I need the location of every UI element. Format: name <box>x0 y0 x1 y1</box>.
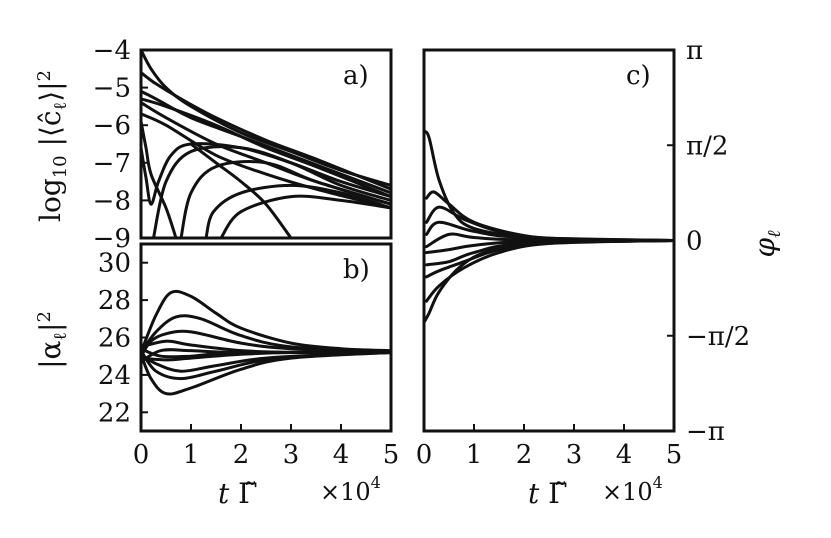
panel-b-curves <box>141 289 391 396</box>
panel-a-curves <box>141 50 391 238</box>
panel-b-x-ticks: 0 1 2 3 4 5 <box>133 424 400 470</box>
panel-c-label: c) <box>626 61 651 91</box>
y-tick-label: −5 <box>93 74 131 104</box>
panel-c-ylabel: φℓ <box>748 230 785 258</box>
x-tick-label: 0 <box>416 440 433 470</box>
y-tick-label: π/2 <box>686 131 728 161</box>
panel-a-ylabel: log10 |⟨ĉℓ⟩|2 <box>34 70 71 222</box>
x-tick-label: 4 <box>616 440 633 470</box>
panel-b-y-ticks: 22 24 26 28 30 <box>98 249 148 428</box>
panel-c-curves <box>424 129 674 324</box>
panel-b-x-exponent: ×104 <box>320 473 381 506</box>
panel-a-series-line-2 <box>141 71 391 191</box>
y-tick-label: 30 <box>98 249 131 279</box>
panel-c-xlabel: t Γ̃ <box>528 477 568 510</box>
panel-a-series-line-10 <box>179 160 391 238</box>
panel-a-frame <box>139 48 393 240</box>
x-tick-label: 3 <box>283 440 300 470</box>
x-tick-label: 5 <box>666 440 683 470</box>
y-tick-label: −9 <box>93 224 131 254</box>
panel-c-x-ticks: 0 1 2 3 4 5 <box>416 424 683 470</box>
panel-a: −9 −8 −7 −6 −5 −4 a) log10 |⟨ĉℓ⟩|2 <box>34 36 393 254</box>
panel-b-xlabel: t Γ̃ <box>218 477 258 510</box>
panel-a-series-line-13 <box>189 142 293 238</box>
y-tick-label: −π <box>686 417 725 447</box>
panel-a-series-line-12 <box>219 194 391 238</box>
panel-a-series-line-9 <box>152 145 391 238</box>
panel-c-x-exponent: ×104 <box>602 473 663 506</box>
x-tick-label: 3 <box>566 440 583 470</box>
y-tick-label: 28 <box>98 286 131 316</box>
x-tick-label: 1 <box>466 440 483 470</box>
x-tick-label: 0 <box>133 440 150 470</box>
y-tick-label: −4 <box>93 36 131 66</box>
panel-c-series-line-1 <box>424 129 674 242</box>
panel-a-series-line-4 <box>141 97 391 199</box>
y-tick-label: 22 <box>98 398 131 428</box>
panel-a-series-line-11 <box>204 183 391 238</box>
x-tick-label: 4 <box>333 440 350 470</box>
y-tick-label: 24 <box>98 361 131 391</box>
y-tick-label: −π/2 <box>686 322 750 352</box>
panel-c-y-ticks: −π −π/2 0 π/2 π <box>667 36 750 447</box>
x-tick-label: 2 <box>516 440 533 470</box>
panel-a-y-ticks: −9 −8 −7 −6 −5 −4 <box>93 36 148 254</box>
panel-a-series-line-6 <box>141 112 391 210</box>
panel-b-series-line-8 <box>141 351 391 396</box>
panel-c: −π −π/2 0 π/2 π 0 1 2 3 4 5 c) φℓ t Γ̃ ×104 <box>416 36 785 510</box>
panel-b-series-line-10 <box>141 348 391 364</box>
panel-c-series-line-10 <box>424 239 674 324</box>
x-tick-label: 2 <box>233 440 250 470</box>
x-tick-label: 1 <box>183 440 200 470</box>
panel-b-ylabel: |αℓ|2 <box>34 311 71 369</box>
y-tick-label: −8 <box>93 186 131 216</box>
y-tick-label: −7 <box>93 149 131 179</box>
panel-b-series-line-3 <box>141 329 391 358</box>
y-tick-label: 0 <box>686 227 703 257</box>
panel-b-series-line-1 <box>141 289 391 354</box>
panel-a-series-line-7 <box>141 142 391 206</box>
panel-c-series-line-2 <box>425 190 674 242</box>
y-tick-label: 26 <box>98 324 131 354</box>
panel-a-label: a) <box>343 61 369 91</box>
panel-c-series-line-9 <box>425 239 674 303</box>
y-tick-label: −6 <box>93 111 131 141</box>
x-tick-label: 5 <box>383 440 400 470</box>
panel-b-label: b) <box>343 255 370 285</box>
panel-b: 22 24 26 28 30 0 1 2 3 4 5 b) |αℓ|2 t Γ̃ ×104 <box>34 242 400 510</box>
y-tick-label: π <box>686 36 703 66</box>
panel-a-series-line-8 <box>141 119 178 238</box>
